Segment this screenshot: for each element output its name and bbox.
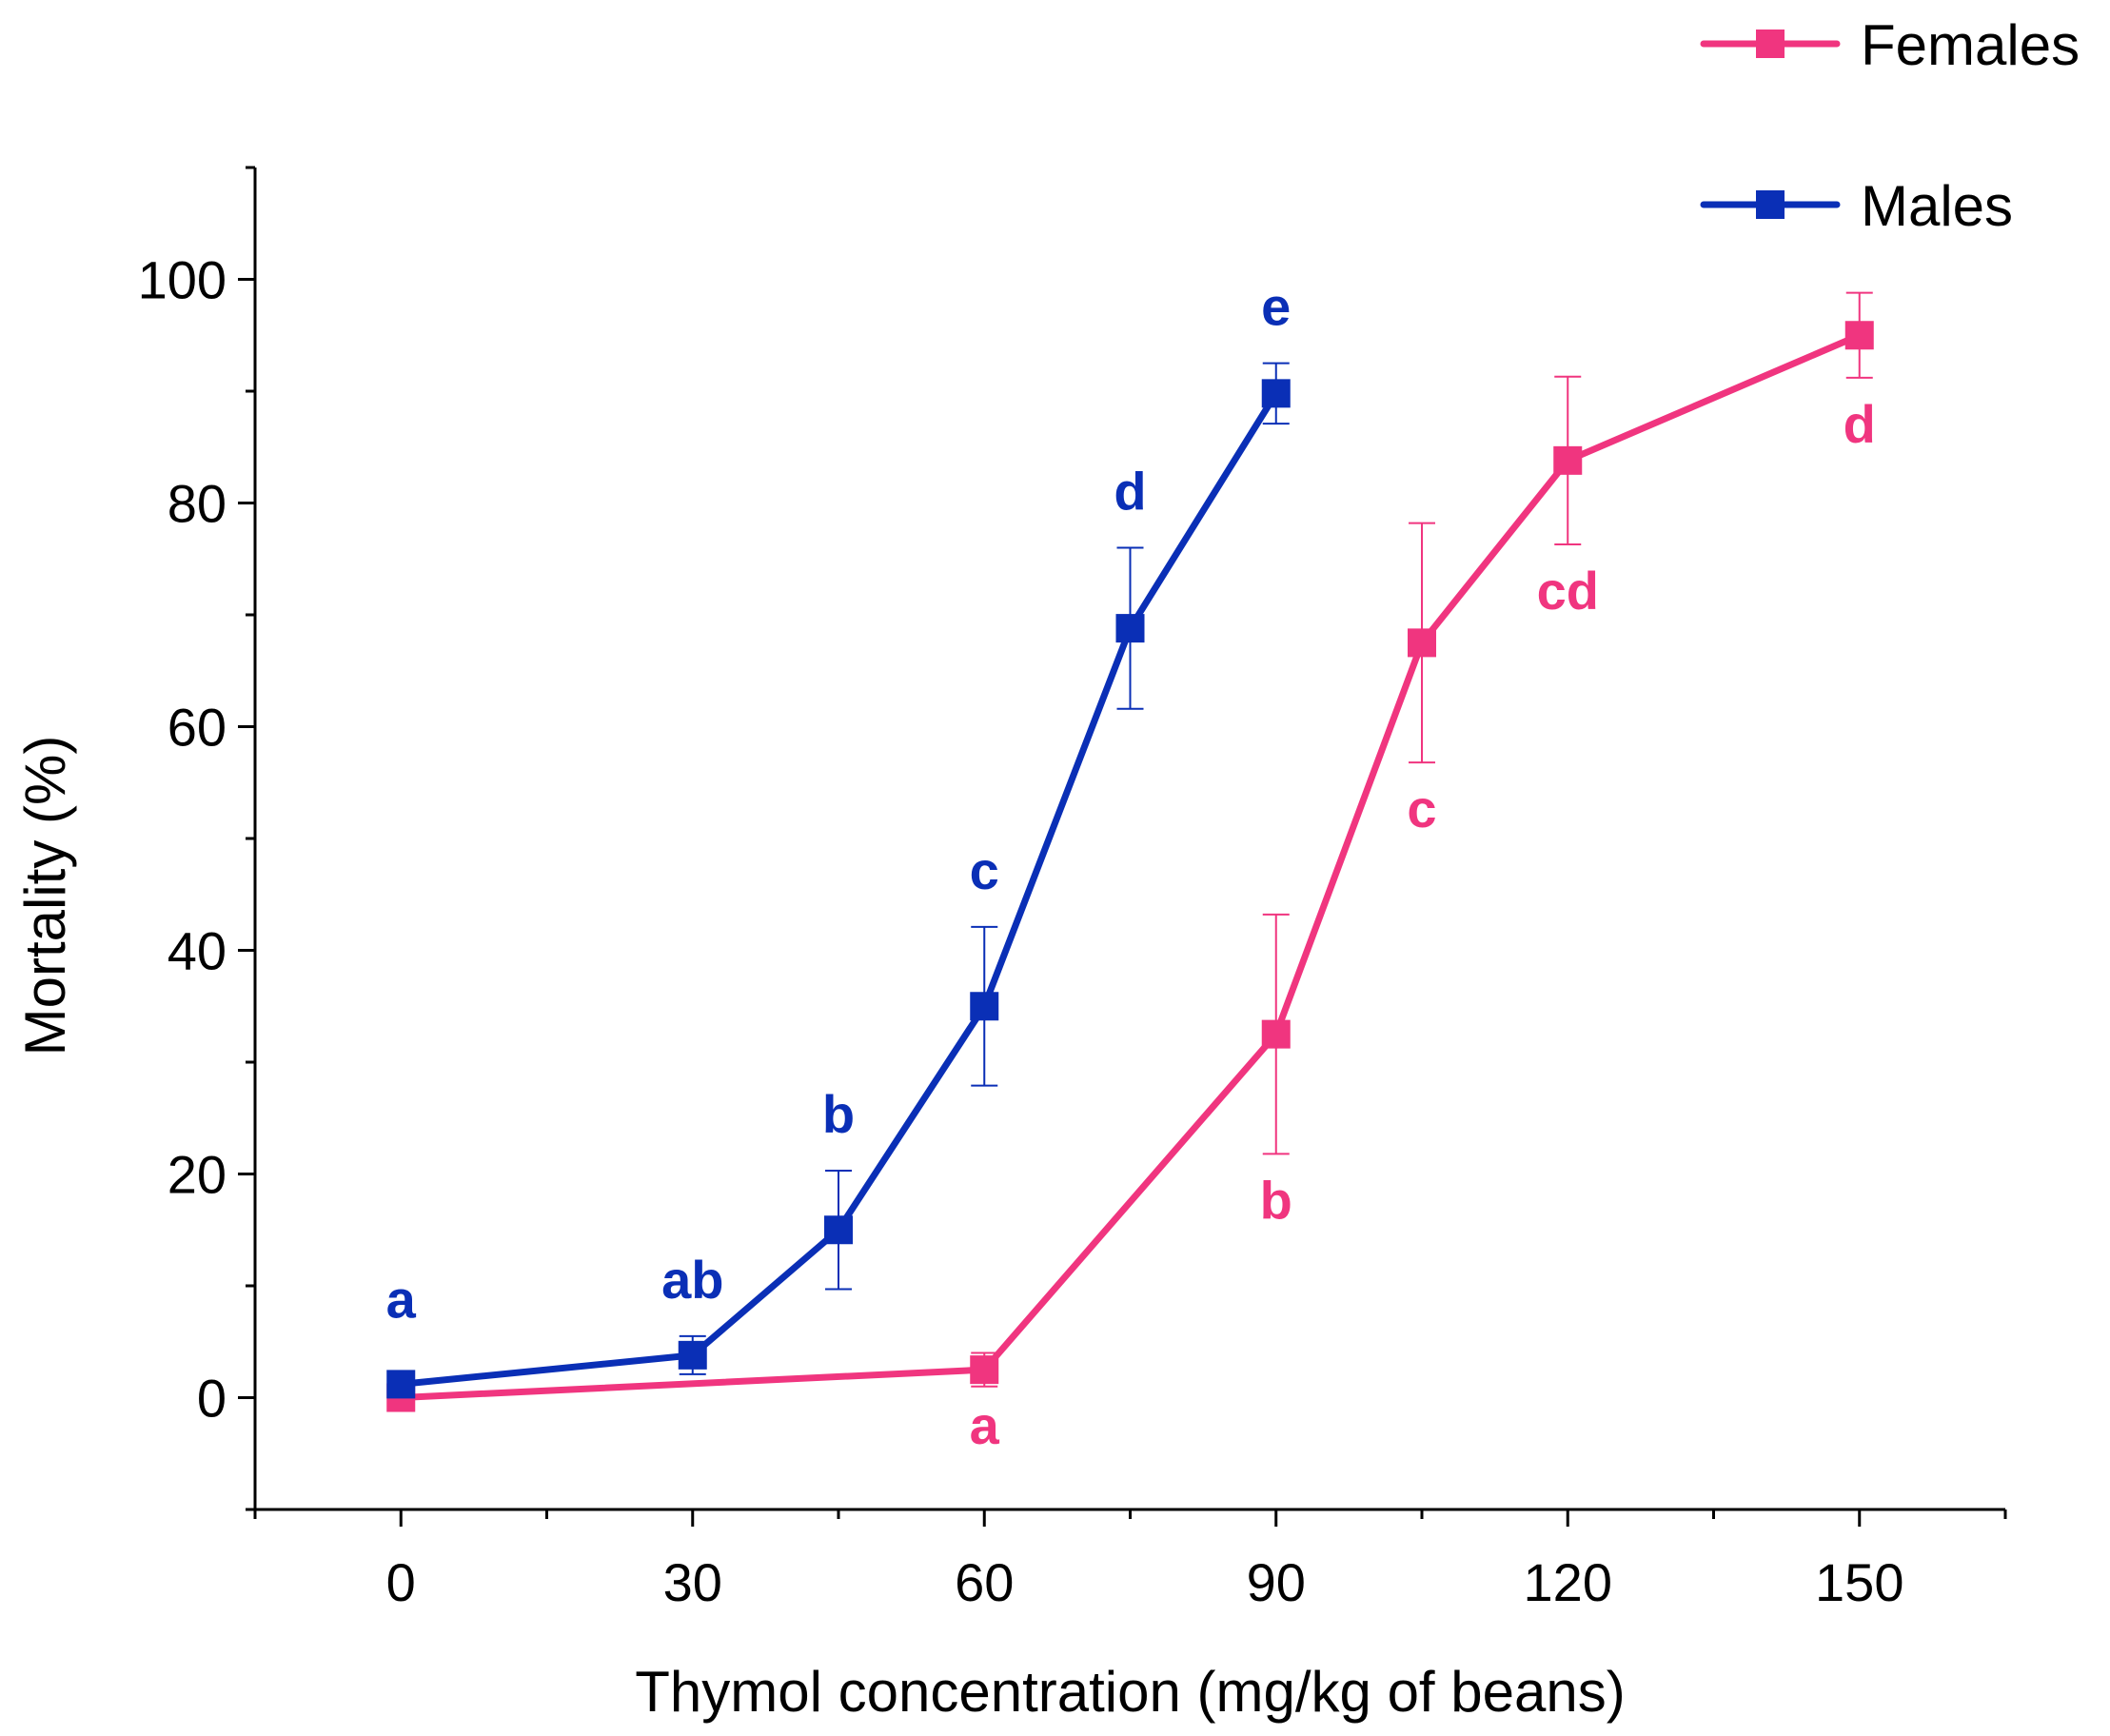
- significance-label: cd: [1537, 561, 1599, 621]
- data-marker: [970, 992, 999, 1021]
- legend-item-females: Females: [1700, 13, 2080, 77]
- y-axis-title: Mortality (%): [13, 736, 77, 1056]
- significance-label: e: [1261, 277, 1291, 337]
- data-marker: [824, 1215, 853, 1245]
- data-marker: [1408, 628, 1436, 658]
- x-axis-title: Thymol concentration (mg/kg of beans): [635, 1660, 1625, 1724]
- y-tick-label: 20: [168, 1145, 227, 1205]
- x-tick-label: 0: [386, 1552, 416, 1612]
- legend-item-males: Males: [1700, 174, 2013, 238]
- data-marker: [1115, 614, 1145, 643]
- x-tick-label: 30: [663, 1552, 722, 1612]
- y-tick-label: 100: [138, 250, 227, 310]
- data-marker: [1261, 379, 1291, 408]
- legend-marker: [1756, 30, 1785, 58]
- legend-label: Males: [1861, 174, 2013, 238]
- significance-label: c: [970, 840, 999, 900]
- y-tick-label: 40: [168, 921, 227, 981]
- data-marker: [970, 1355, 999, 1385]
- significance-label: b: [822, 1084, 855, 1144]
- significance-label: b: [1260, 1170, 1292, 1230]
- y-tick-label: 60: [168, 698, 227, 758]
- x-tick-label: 90: [1247, 1552, 1306, 1612]
- x-tick-label: 60: [955, 1552, 1014, 1612]
- data-marker: [678, 1340, 707, 1370]
- data-marker: [386, 1370, 416, 1399]
- legend-label: Females: [1861, 13, 2080, 77]
- significance-label: c: [1407, 779, 1436, 838]
- series-males: a ab b c d e: [386, 277, 1291, 1399]
- x-tick-label: 150: [1815, 1552, 1903, 1612]
- y-tick-label: 80: [168, 474, 227, 534]
- y-tick-label: 0: [197, 1369, 227, 1429]
- x-tick-label: 120: [1524, 1552, 1612, 1612]
- significance-label: d: [1844, 394, 1876, 454]
- data-marker: [1844, 321, 1874, 350]
- data-marker: [1553, 445, 1583, 475]
- data-marker: [1261, 1019, 1291, 1049]
- series-line-females: [397, 331, 1864, 1401]
- series-line-males: [397, 389, 1280, 1388]
- significance-label: a: [386, 1269, 417, 1329]
- legend-marker: [1756, 190, 1785, 219]
- significance-label: ab: [661, 1250, 723, 1310]
- significance-label: a: [970, 1395, 1000, 1455]
- significance-label: d: [1114, 462, 1146, 522]
